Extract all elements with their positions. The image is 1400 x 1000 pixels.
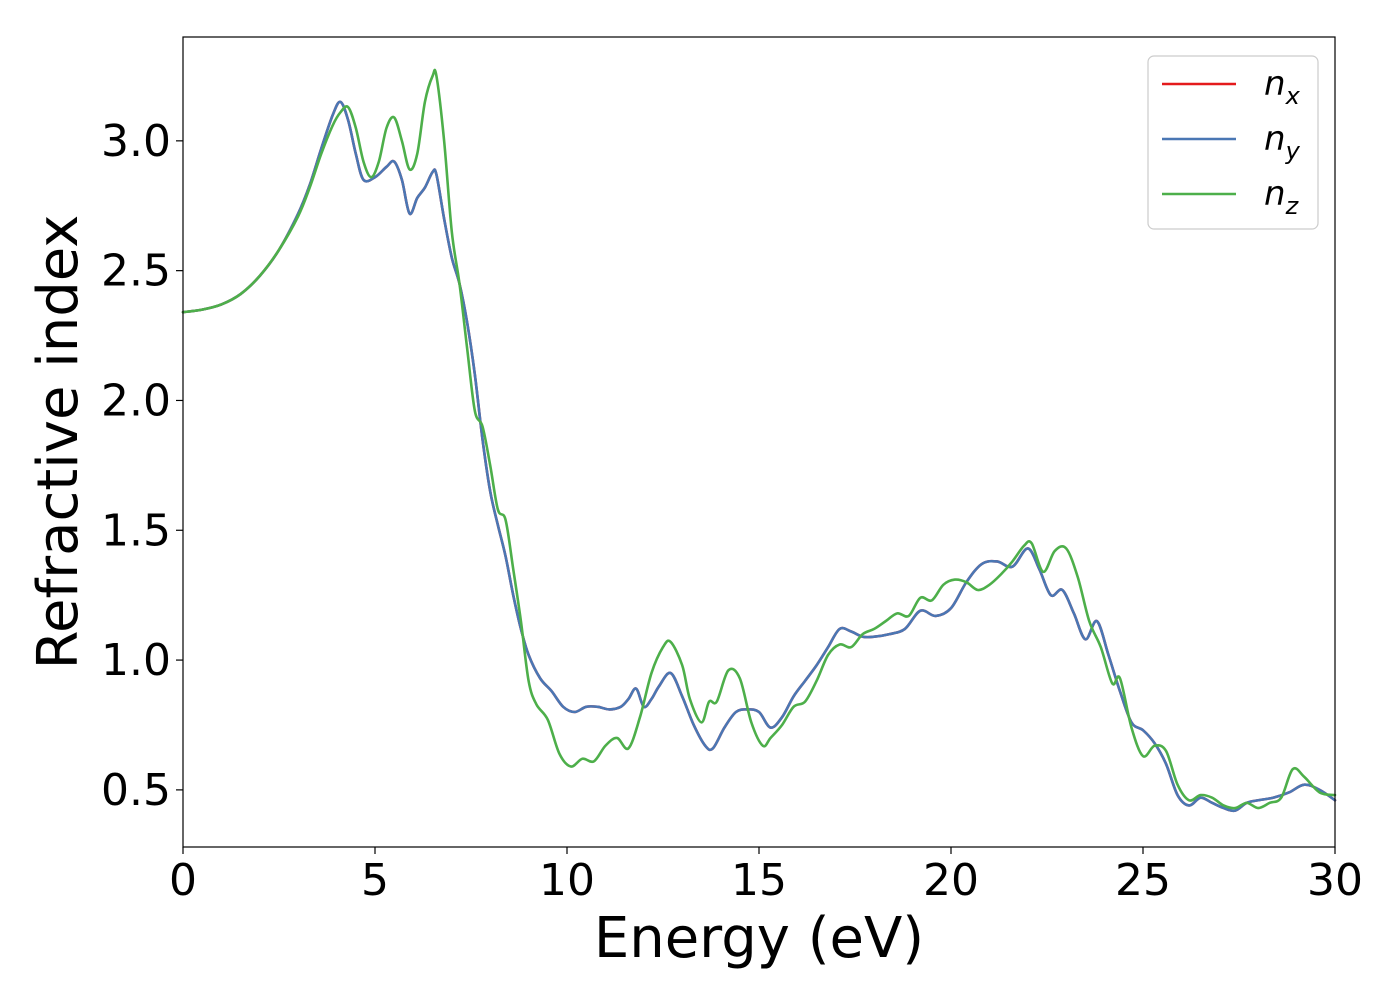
- legend-label-n-x: nx: [1264, 64, 1301, 110]
- y-tick-label: 2.5: [101, 246, 171, 297]
- x-tick-label: 30: [1307, 855, 1363, 906]
- x-axis-title: Energy (eV): [594, 906, 924, 971]
- legend-box: [1147, 55, 1319, 230]
- y-tick-label: 2.0: [101, 375, 171, 426]
- legend: nx ny nz: [1147, 55, 1319, 230]
- x-tick-label: 5: [361, 855, 389, 906]
- series-line-n-y: [181, 100, 1337, 813]
- series-layer: [181, 68, 1337, 813]
- legend-label-n-z: nz: [1264, 174, 1300, 220]
- x-tick-label: 25: [1115, 855, 1171, 906]
- x-axis-ticks: 0 5 10 15 20 25 30: [169, 847, 1363, 906]
- x-tick-label: 15: [731, 855, 787, 906]
- y-tick-label: 1.5: [101, 505, 171, 556]
- legend-label-n-y: ny: [1264, 119, 1301, 165]
- series-line-n-z: [181, 68, 1337, 810]
- y-tick-label: 0.5: [101, 765, 171, 816]
- y-tick-label: 1.0: [101, 635, 171, 686]
- y-axis-ticks: 0.5 1.0 1.5 2.0 2.5 3.0: [101, 116, 183, 816]
- x-tick-label: 10: [539, 855, 595, 906]
- y-tick-label: 3.0: [101, 116, 171, 167]
- x-tick-label: 0: [169, 855, 197, 906]
- x-tick-label: 20: [923, 855, 979, 906]
- y-axis-title: Refractive index: [26, 215, 91, 670]
